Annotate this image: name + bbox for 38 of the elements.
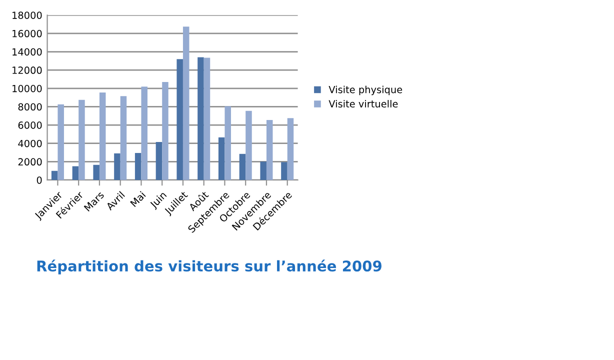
x-tick-label: Mai [130,191,146,208]
bar [58,104,64,180]
bar [281,162,288,180]
bar [156,142,162,180]
bar [176,59,183,180]
bar [51,170,58,180]
y-tick-label: 6000 [18,122,42,129]
bar [141,86,148,180]
y-tick-label: 12000 [12,66,42,74]
bar [134,152,142,180]
y-tick-label: 14000 [12,48,42,56]
bar [182,26,190,180]
bar [99,92,106,180]
y-tick-label: 10000 [12,84,42,92]
bar [93,164,100,180]
bar [78,100,85,180]
y-tick-label: 2000 [18,158,42,166]
legend-label: Visite virtuelle [328,100,398,108]
bar [218,137,225,180]
y-tick-label: 4000 [18,140,42,148]
bar [204,58,210,180]
bar [120,96,127,180]
y-tick-label: 0 [36,176,42,184]
bar [198,57,204,180]
y-tick-label: 16000 [12,30,42,38]
bar [260,162,266,180]
y-tick-label: 8000 [18,103,42,111]
legend-label: Visite physique [328,86,402,96]
bar [72,166,79,180]
bar [266,120,273,180]
bar [239,154,246,180]
bar [162,82,168,180]
y-tick-label: 18000 [12,12,42,19]
bar [224,106,231,180]
bar [114,153,120,180]
bar [246,110,252,180]
text: Répartition des visiteurs sur l’année 2009 [37,260,382,274]
bar [287,118,294,180]
